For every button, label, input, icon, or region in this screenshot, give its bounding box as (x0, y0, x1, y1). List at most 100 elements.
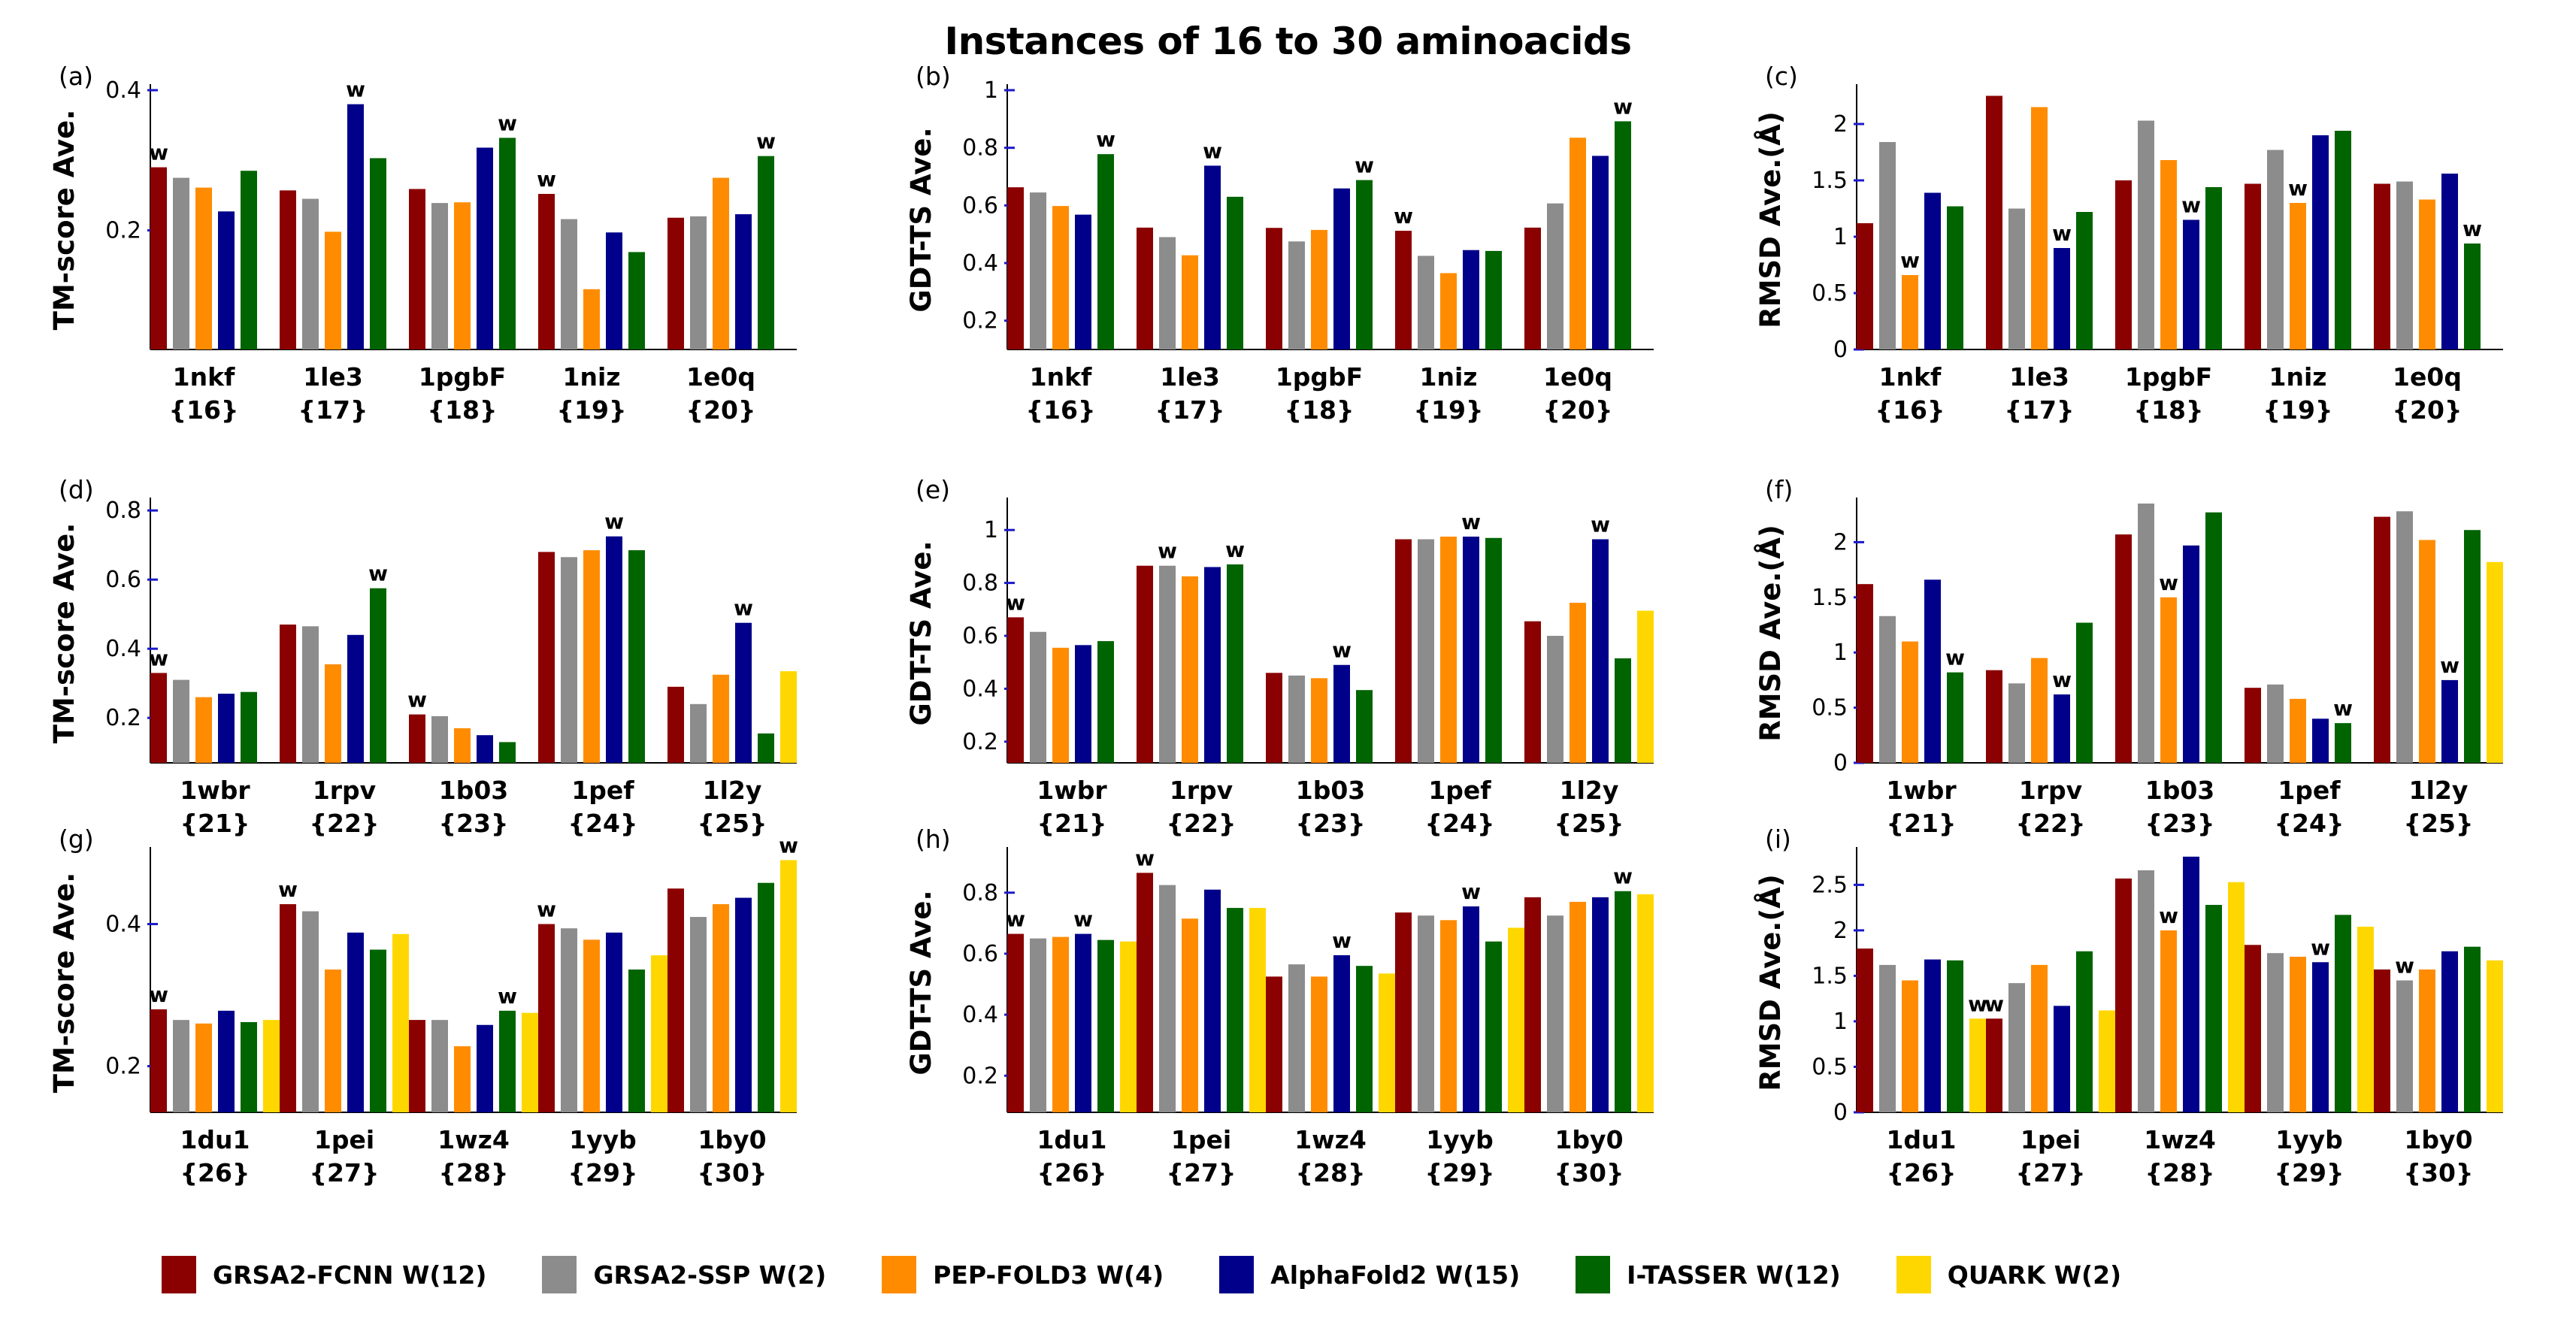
legend-label: AlphaFold2 W(15) (1270, 1260, 1521, 1290)
x-tick-label: 1nkf (1879, 362, 1942, 392)
bar-pep-fold3-1yyb (2290, 957, 2306, 1112)
y-tick-label: 0.2 (105, 217, 141, 244)
x-tick-label: 1e0q (1543, 362, 1612, 392)
bar-pep-fold3-1by0 (713, 904, 729, 1112)
x-tick-size-label: {28} (439, 1158, 509, 1187)
bar-pep-fold3-1wbr (1052, 647, 1069, 763)
bar-grsa2-fcnn-1le3 (280, 190, 296, 349)
bar-pep-fold3-1wbr (195, 697, 212, 763)
bar-alphafold2-1le3 (2054, 248, 2070, 349)
bar-quark-1l2y (1637, 610, 1654, 763)
bar-grsa2-fcnn-1du1 (1007, 933, 1024, 1112)
bar-grsa2-ssp-1nkf (173, 177, 189, 349)
bar-quark-1yyb (1508, 927, 1524, 1112)
x-tick-label: 1pei (2021, 1125, 2081, 1154)
bar-i-tasser-1by0 (2464, 946, 2481, 1112)
bar-grsa2-fcnn-1e0q (667, 217, 684, 349)
bar-pep-fold3-1du1 (1052, 936, 1069, 1112)
bar-grsa2-ssp-1pgbf (2138, 120, 2154, 349)
winner-mark: w (2311, 935, 2330, 960)
y-tick-label: 2 (1833, 918, 1848, 944)
bar-i-tasser-1niz (1485, 250, 1502, 349)
winner-mark: w (498, 110, 517, 135)
x-tick-label: 1pgbF (1276, 362, 1363, 392)
bar-i-tasser-1pei (370, 949, 386, 1112)
winner-mark: w (1006, 590, 1025, 615)
bar-grsa2-fcnn-1e0q (2374, 183, 2390, 349)
y-tick-label: 2.5 (1812, 872, 1848, 898)
bar-grsa2-fcnn-1wbr (1007, 617, 1024, 763)
bar-i-tasser-1b03 (2205, 512, 2222, 763)
bar-pep-fold3-1pef (1440, 537, 1457, 763)
y-tick-label: 0.8 (962, 135, 998, 162)
winner-mark: w (2159, 570, 2178, 595)
bar-grsa2-ssp-1rpv (1159, 565, 1176, 763)
bar-alphafold2-1e0q (735, 214, 752, 349)
bar-pep-fold3-1nkf (1902, 275, 1918, 349)
x-tick-label: 1yyb (1426, 1125, 1494, 1154)
bar-alphafold2-1l2y (2441, 679, 2458, 763)
panel-label: (d) (59, 475, 94, 504)
bar-quark-1wz4 (1379, 973, 1395, 1112)
bar-i-tasser-1pei (1227, 908, 1243, 1112)
y-tick-label: 0.5 (1812, 695, 1848, 722)
legend-swatch (1576, 1256, 1611, 1293)
y-tick-label: 0.2 (962, 729, 998, 755)
x-tick-size-label: {16} (1875, 395, 1945, 425)
panel-label: (a) (59, 62, 93, 91)
winner-mark: w (1461, 510, 1481, 534)
bar-alphafold2-1rpv (2054, 694, 2070, 763)
bar-grsa2-ssp-1wz4 (431, 1020, 448, 1112)
winner-mark: w (2333, 696, 2353, 721)
bar-grsa2-fcnn-1l2y (1524, 621, 1541, 763)
chart-svg: 0.2 0.4 TM-score Ave. (g) w 1du1 {26} w 1pei {27}… (48, 824, 798, 1187)
bar-i-tasser-1b03 (499, 742, 516, 763)
y-tick-label: 0.4 (105, 77, 141, 104)
bar-pep-fold3-1wz4 (2160, 930, 2177, 1112)
bar-grsa2-fcnn-1by0 (667, 888, 684, 1112)
bar-pep-fold3-1du1 (195, 1023, 212, 1112)
panel-label: (i) (1765, 824, 1791, 854)
bar-grsa2-ssp-1pef (1418, 539, 1434, 763)
legend-swatch (162, 1256, 196, 1293)
bar-alphafold2-1rpv (347, 634, 364, 763)
y-tick-label: 2 (1833, 529, 1848, 555)
bar-grsa2-fcnn-1e0q (1524, 227, 1541, 349)
bar-grsa2-fcnn-1wz4 (2115, 878, 2132, 1112)
winner-mark: w (1006, 907, 1025, 932)
bar-alphafold2-1rpv (1204, 567, 1221, 763)
bar-pep-fold3-1by0 (2419, 969, 2435, 1112)
bar-grsa2-fcnn-1le3 (1137, 227, 1153, 349)
bar-grsa2-fcnn-1rpv (280, 625, 296, 763)
bar-grsa2-ssp-1rpv (302, 626, 319, 763)
bar-grsa2-ssp-1nkf (1030, 192, 1046, 349)
bar-pep-fold3-1b03 (1311, 678, 1327, 763)
x-tick-size-label: {28} (2145, 1158, 2215, 1187)
x-tick-size-label: {21} (1037, 809, 1107, 838)
x-tick-label: 1l2y (1560, 776, 1619, 805)
bar-grsa2-ssp-1by0 (1547, 915, 1563, 1112)
bar-i-tasser-1rpv (1227, 564, 1243, 763)
bar-pep-fold3-1niz (2290, 203, 2306, 349)
bar-grsa2-ssp-1le3 (2008, 208, 2025, 349)
y-tick-label: 0.2 (105, 1054, 141, 1080)
x-tick-label: 1b03 (2145, 776, 2215, 805)
x-tick-label: 1du1 (1886, 1125, 1956, 1154)
bar-grsa2-ssp-1le3 (302, 198, 319, 349)
bar-alphafold2-1du1 (1075, 933, 1091, 1112)
x-tick-size-label: {25} (2404, 809, 2474, 838)
bar-i-tasser-1pgbf (1356, 180, 1373, 349)
winner-mark: w (1394, 204, 1413, 228)
x-tick-label: 1le3 (2009, 362, 2069, 392)
x-tick-label: 1niz (2269, 362, 2327, 392)
bar-grsa2-fcnn-1wbr (150, 673, 167, 763)
chart-svg: 0.2 0.4 0.6 0.8 1 GDT-TS Ave. (b) w 1nkf{16} w 1le… (905, 62, 1654, 425)
bar-grsa2-ssp-1pei (1159, 885, 1176, 1112)
x-tick-size-label: {26} (1887, 1158, 1957, 1187)
winner-mark: w (1096, 127, 1115, 152)
bar-grsa2-fcnn-1niz (1395, 231, 1412, 349)
x-tick-size-label: {27} (2016, 1158, 2086, 1187)
panel-b-gdt-ts: 0.2 0.4 0.6 0.8 1 GDT-TS Ave. (b) w 1nkf {16} w 1le… (887, 56, 1699, 462)
y-tick-label: 0.4 (962, 1002, 998, 1028)
legend-swatch (542, 1256, 577, 1293)
